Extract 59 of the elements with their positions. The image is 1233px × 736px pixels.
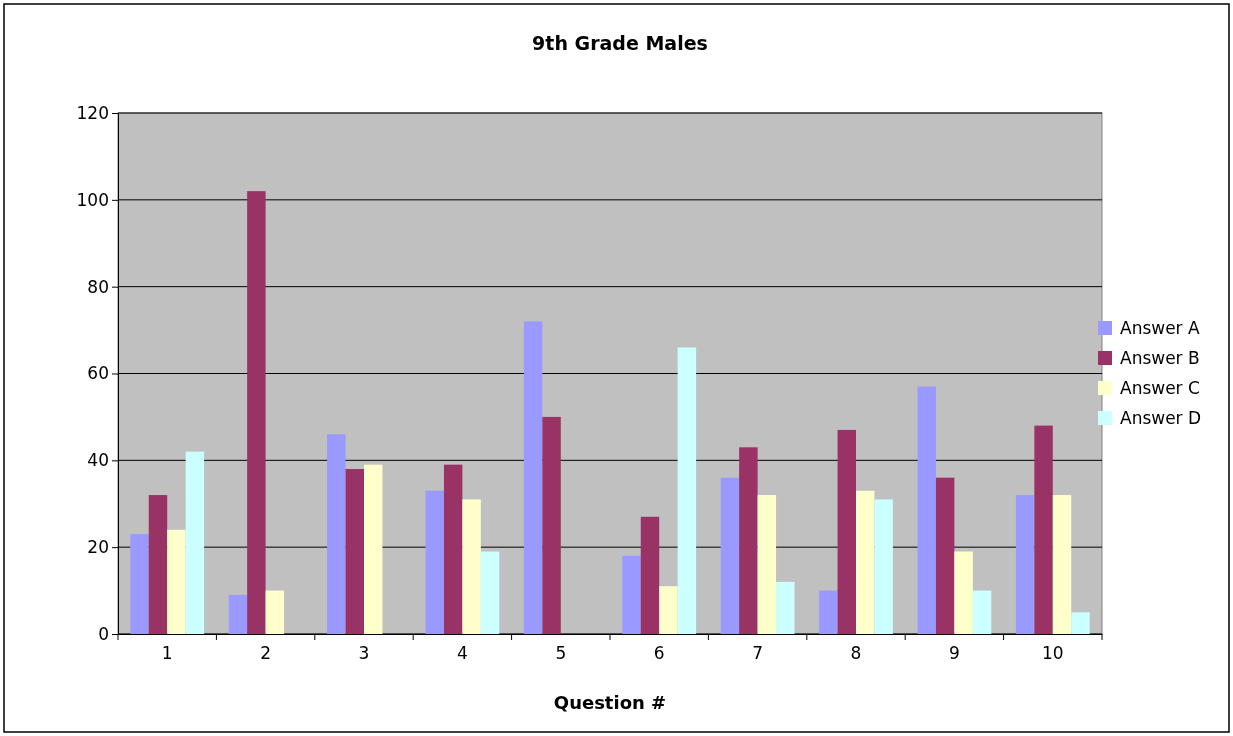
- bar: [972, 590, 992, 634]
- bar: [443, 464, 463, 634]
- y-tick-label: 80: [87, 276, 109, 297]
- bar: [364, 464, 383, 634]
- bar: [856, 490, 875, 634]
- bar: [1071, 612, 1090, 634]
- bar: [523, 321, 543, 634]
- legend-label: Answer C: [1120, 378, 1200, 398]
- y-tick-label: 40: [87, 450, 109, 471]
- x-axis-title: Question #: [553, 692, 667, 713]
- bar: [1052, 495, 1072, 634]
- bar: [542, 416, 561, 634]
- x-tick-label: 4: [456, 643, 468, 664]
- y-tick-label: 20: [87, 537, 109, 558]
- y-tick-label: 100: [76, 189, 109, 210]
- bar: [228, 594, 248, 634]
- bar: [265, 590, 285, 634]
- bar: [837, 429, 856, 634]
- bar: [776, 581, 795, 634]
- x-tick-label: 2: [260, 643, 272, 664]
- y-tick-label: 0: [98, 623, 109, 644]
- bar: [185, 451, 205, 634]
- bar: [130, 534, 149, 634]
- legend-label: Answer B: [1120, 348, 1200, 368]
- bar: [148, 495, 168, 634]
- x-tick-label: 6: [653, 643, 665, 664]
- bar: [425, 490, 444, 634]
- x-tick-label: 9: [948, 643, 960, 664]
- y-tick-label: 60: [87, 363, 109, 384]
- bar: [917, 386, 936, 634]
- x-tick-label: 8: [850, 643, 862, 664]
- bar: [935, 477, 955, 634]
- x-tick-label: 5: [555, 643, 567, 664]
- bar: [874, 499, 893, 634]
- legend-label: Answer D: [1120, 408, 1202, 428]
- bar: [954, 551, 973, 634]
- bar: [720, 477, 740, 634]
- bar: [819, 590, 838, 634]
- bar: [622, 555, 641, 634]
- bar: [659, 586, 678, 634]
- bar: [757, 495, 777, 634]
- x-tick-label: 1: [161, 643, 173, 664]
- bar: [677, 347, 697, 634]
- x-tick-label: 7: [752, 643, 764, 664]
- bar: [247, 191, 266, 634]
- bar: [345, 469, 364, 634]
- x-tick-label: 10: [1041, 643, 1064, 664]
- bar: [1015, 495, 1035, 634]
- bar: [462, 499, 481, 634]
- bar: [640, 516, 660, 634]
- y-tick-label: 120: [76, 102, 109, 123]
- legend-label: Answer A: [1120, 318, 1201, 338]
- bar: [1034, 425, 1053, 634]
- bar: [327, 434, 346, 634]
- x-tick-label: 3: [358, 643, 370, 664]
- bar: [167, 529, 186, 634]
- bar: [480, 551, 500, 634]
- bar: [739, 447, 758, 634]
- chart-title: 9th Grade Males: [532, 32, 708, 54]
